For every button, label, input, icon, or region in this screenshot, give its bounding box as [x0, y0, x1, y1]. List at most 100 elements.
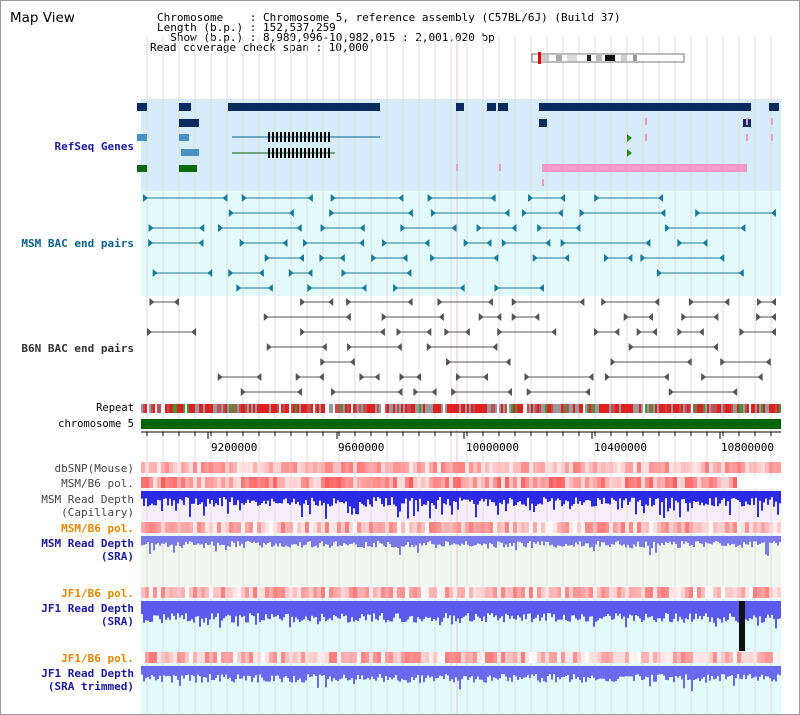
bac-end [738, 269, 744, 277]
depth-bar [721, 601, 723, 623]
refseq-genes-label[interactable]: RefSeq Genes [54, 140, 134, 153]
bac-end [551, 328, 557, 336]
heat-cell [757, 587, 761, 598]
depth-bar [729, 666, 731, 676]
gene-feature [771, 118, 773, 125]
depth-bar [417, 536, 419, 553]
repeat-segment [319, 404, 321, 413]
depth-bar [569, 491, 571, 510]
repeat-segment [437, 404, 439, 413]
show-range-info: Show (b.p.) : 8,980,996-10,982,015 : 2,0… [157, 31, 495, 44]
bac-end [451, 224, 457, 232]
heat-cell [597, 462, 601, 473]
depth-bar [665, 666, 667, 680]
bac-end [654, 298, 660, 306]
repeat-segment [449, 404, 451, 413]
depth-bar [607, 491, 609, 504]
depth-bar [179, 536, 181, 547]
depth-bar [509, 666, 511, 678]
msm-bac-label[interactable]: MSM BAC end pairs [21, 237, 134, 250]
heat-cell [633, 587, 637, 598]
depth-bar [707, 536, 709, 544]
heat-cell [269, 462, 273, 473]
depth-bar [263, 491, 265, 501]
depth-bar [399, 491, 401, 512]
depth-bar [149, 666, 151, 680]
depth-bar [145, 536, 147, 545]
depth-bar [391, 601, 393, 622]
depth-bar [585, 666, 587, 682]
msm-depth-sra-label[interactable]: MSM Read Depth [41, 537, 134, 550]
repeat-segment [467, 404, 469, 413]
bac-end [663, 373, 669, 381]
depth-bar [649, 601, 651, 618]
msm-b6-pol-label-2[interactable]: MSM/B6 pol. [61, 522, 134, 535]
heat-cell [289, 462, 293, 473]
heat-cell [329, 587, 333, 598]
depth-bar [597, 666, 599, 680]
b6n-bac-label[interactable]: B6N BAC end pairs [21, 342, 134, 355]
repeat-segment [459, 404, 461, 413]
bac-end [771, 328, 776, 336]
heat-cell [437, 477, 441, 488]
depth-bar [345, 536, 347, 545]
heat-cell [501, 477, 505, 488]
depth-bar [717, 601, 719, 619]
bac-end [359, 224, 365, 232]
repeat-segment [633, 404, 635, 413]
repeat-segment [171, 404, 173, 413]
msm-b6-pol-label-1[interactable]: MSM/B6 pol. [61, 477, 134, 490]
ideogram-band [633, 55, 637, 61]
heat-cell [385, 522, 389, 533]
heat-cell [709, 477, 713, 488]
gene-exon [280, 148, 282, 158]
depth-bar [659, 491, 661, 515]
depth-bar [417, 666, 419, 676]
depth-bar [337, 491, 339, 501]
depth-bar [499, 491, 501, 503]
repeat-segment [705, 404, 707, 413]
depth-bar [395, 601, 397, 614]
repeat-segment [603, 404, 605, 413]
heat-cell [321, 462, 325, 473]
heat-cell [285, 522, 289, 533]
depth-bar [239, 666, 241, 679]
heat-cell [445, 462, 449, 473]
depth-bar [547, 601, 549, 614]
heat-cell [417, 477, 421, 488]
heat-cell [721, 652, 725, 663]
jf1-depth-trim-label[interactable]: JF1 Read Depth [41, 667, 134, 680]
depth-bar [245, 601, 247, 623]
heat-cell [357, 462, 361, 473]
depth-bar [335, 666, 337, 681]
jf1-b6-pol-label-2[interactable]: JF1/B6 pol. [61, 652, 134, 665]
heat-cell [317, 477, 321, 488]
repeat-segment [391, 404, 393, 413]
depth-bar [279, 601, 281, 619]
heat-cell [337, 522, 341, 533]
jf1-depth-trim-sublabel: (SRA trimmed) [47, 680, 134, 693]
depth-bar [181, 536, 183, 548]
heat-cell [585, 477, 589, 488]
jf1-depth-sra-label[interactable]: JF1 Read Depth [41, 602, 134, 615]
depth-bar [567, 601, 569, 621]
heat-cell [353, 652, 357, 663]
depth-bar [193, 666, 195, 677]
gene-exon [308, 132, 310, 142]
heat-cell [461, 587, 465, 598]
heat-cell [769, 652, 773, 663]
repeat-segment [555, 404, 557, 413]
bac-end [579, 298, 585, 306]
repeat-segment [381, 404, 383, 413]
depth-bar [723, 536, 725, 546]
depth-bar [377, 536, 379, 542]
depth-bar [369, 536, 371, 547]
repeat-segment [401, 404, 403, 413]
heat-cell [149, 652, 153, 663]
msm-depth-capillary-label[interactable]: MSM Read Depth [41, 493, 134, 506]
dbsnp-label[interactable]: dbSNP(Mouse) [54, 462, 134, 475]
jf1-b6-pol-label-1[interactable]: JF1/B6 pol. [61, 587, 134, 600]
heat-cell [589, 477, 593, 488]
depth-bar [367, 536, 369, 547]
